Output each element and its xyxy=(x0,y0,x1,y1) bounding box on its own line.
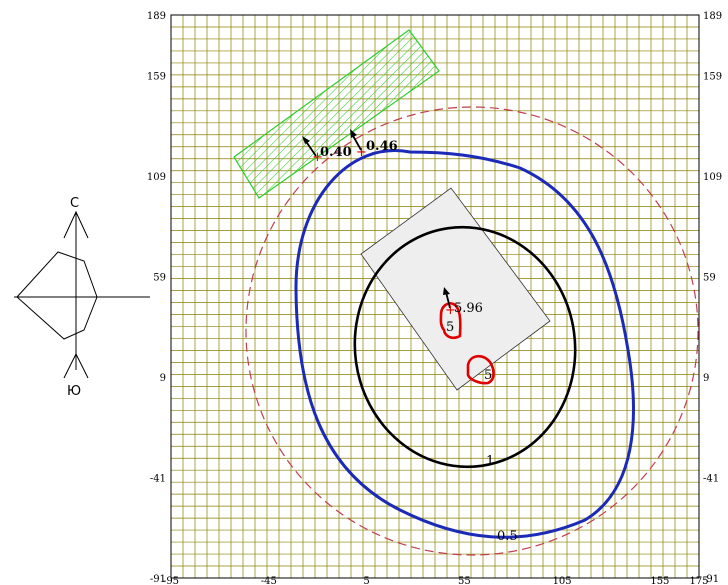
contour-5-zone-b xyxy=(466,355,495,385)
source-zone xyxy=(233,29,440,199)
contour-label-0.5: 0.5 xyxy=(497,529,518,544)
x-tick-label: -45 xyxy=(261,576,277,585)
zone-label-a: 5 xyxy=(446,320,454,335)
point-label-5.96: 5.96 xyxy=(454,301,483,316)
right-tick-label: 59 xyxy=(703,272,716,283)
contour-0.5 xyxy=(294,149,635,539)
zone-label-b: 5 xyxy=(484,368,492,383)
contour-5-zone-a xyxy=(439,302,462,340)
right-axis-ticks: 189 159 109 59 9 -41 -91 xyxy=(703,11,722,585)
compass-south-label: Ю xyxy=(67,384,81,399)
point-label-0.46: 0.46 xyxy=(366,139,398,154)
y-axis-ticks: 189 159 109 59 9 -41 -91 xyxy=(147,11,166,585)
svg-text:+: + xyxy=(445,303,456,318)
y-tick-label: -41 xyxy=(150,473,166,484)
right-tick-label: 9 xyxy=(703,373,709,384)
svg-text:+: + xyxy=(312,150,323,165)
point-label-0.40: 0.40 xyxy=(320,145,352,160)
x-tick-label: 155 xyxy=(650,576,669,585)
right-tick-label: -41 xyxy=(703,473,719,484)
building-outline xyxy=(360,187,551,391)
x-axis-ticks: -95 -45 5 55 105 155 175 xyxy=(163,576,709,585)
contour-0.05 xyxy=(245,106,699,556)
y-tick-label: -91 xyxy=(150,574,166,585)
contour-label-1: 1 xyxy=(486,454,494,469)
right-tick-label: 159 xyxy=(703,71,722,82)
point-marker-0.46: + xyxy=(350,129,367,160)
x-tick-label: 5 xyxy=(363,576,369,585)
y-tick-label: 9 xyxy=(160,373,166,384)
right-tick-label: -91 xyxy=(703,574,719,585)
contour-1 xyxy=(353,225,577,469)
right-tick-label: 189 xyxy=(703,11,722,22)
right-tick-label: 109 xyxy=(703,172,722,183)
plot-frame xyxy=(170,14,700,579)
y-tick-label: 109 xyxy=(147,172,166,183)
x-tick-label: 175 xyxy=(689,576,708,585)
point-marker-0.40: + xyxy=(302,136,323,165)
y-tick-label: 59 xyxy=(153,272,166,283)
svg-text:+: + xyxy=(356,145,367,160)
x-tick-label: 105 xyxy=(553,576,572,585)
x-tick-label: 55 xyxy=(458,576,471,585)
compass-north-label: С xyxy=(70,196,79,211)
compass-rose: С Ю xyxy=(14,196,150,399)
y-tick-label: 189 xyxy=(147,11,166,22)
wind-rose-shape xyxy=(16,251,98,340)
y-tick-label: 159 xyxy=(147,71,166,82)
x-tick-label: -95 xyxy=(163,576,179,585)
point-marker-5.96: + xyxy=(443,287,456,318)
